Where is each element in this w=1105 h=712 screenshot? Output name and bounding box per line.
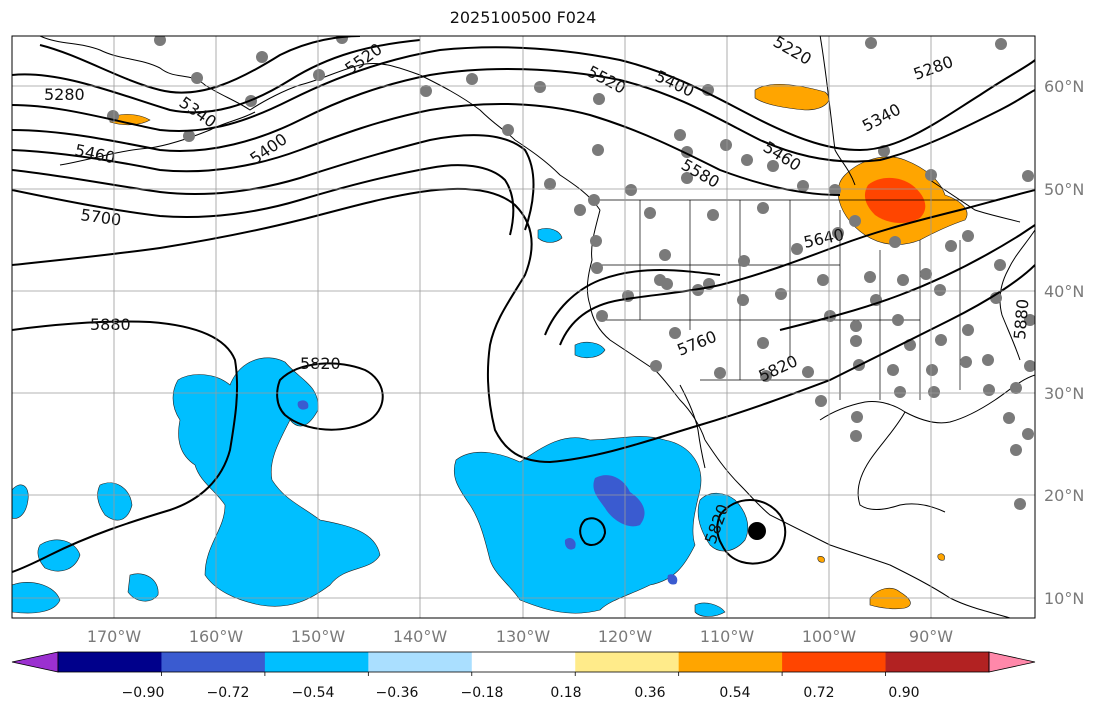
latitude-labels: 60°N 50°N 40°N 30°N 20°N 10°N [1044, 77, 1084, 608]
lat-label: 30°N [1044, 384, 1084, 403]
colorbar-segment [471, 652, 576, 672]
colorbar-tick-label: 0.90 [888, 685, 919, 701]
lon-label: 100°W [802, 627, 857, 646]
negative-shading [12, 228, 749, 617]
contour-label: 5280 [44, 85, 85, 104]
colorbar-segment [782, 652, 887, 672]
colorbar-tick-label: −0.36 [376, 685, 419, 701]
strong-negative-shading [297, 400, 678, 585]
colorbar-frame [57, 651, 990, 673]
colorbar-tick-label: −0.90 [122, 685, 165, 701]
contour-label: 5820 [300, 354, 341, 373]
colorbar-segment [264, 652, 369, 672]
colorbar-extend-low [11, 651, 59, 673]
colorbar-segment [885, 652, 990, 672]
colorbar-tick-labels: −0.90 −0.72 −0.54 −0.36 −0.18 0.18 0.36 … [122, 685, 920, 701]
lon-label: 150°W [291, 627, 346, 646]
colorbar-tick-label: −0.18 [461, 685, 504, 701]
lon-label: 90°W [909, 627, 953, 646]
colorbar [11, 651, 1036, 676]
lon-label: 120°W [598, 627, 653, 646]
longitude-labels: 170°W 160°W 150°W 140°W 130°W 120°W 110°… [87, 627, 953, 646]
lon-label: 130°W [496, 627, 551, 646]
colorbar-tick-label: 0.54 [719, 685, 750, 701]
political-borders [600, 199, 1000, 400]
colorbar-tick-label: −0.72 [207, 685, 250, 701]
lat-label: 20°N [1044, 486, 1084, 505]
colorbar-segment [161, 652, 266, 672]
colorbar-tick-label: −0.54 [292, 685, 335, 701]
lon-label: 110°W [700, 627, 755, 646]
lat-label: 60°N [1044, 77, 1084, 96]
colorbar-tick-label: 0.18 [550, 685, 581, 701]
colorbar-segment [368, 652, 473, 672]
figure-title: 2025100500 F024 [449, 8, 597, 27]
colorbar-segment [58, 652, 162, 672]
contour-label: 5880 [1010, 298, 1032, 340]
lon-label: 160°W [189, 627, 244, 646]
lon-label: 170°W [87, 627, 142, 646]
colorbar-tick-label: 0.36 [634, 685, 665, 701]
colorbar-tick-label: 0.72 [803, 685, 834, 701]
lat-label: 10°N [1044, 589, 1084, 608]
colorbar-segment [575, 652, 680, 672]
lat-label: 50°N [1044, 180, 1084, 199]
lat-label: 40°N [1044, 282, 1084, 301]
storm-marker [748, 522, 766, 540]
colorbar-segment [678, 652, 783, 672]
lon-label: 140°W [393, 627, 448, 646]
map-frame [11, 35, 1036, 619]
gridlines [12, 36, 1035, 618]
colorbar-extend-high [988, 651, 1036, 673]
contour-label: 5880 [90, 315, 131, 334]
